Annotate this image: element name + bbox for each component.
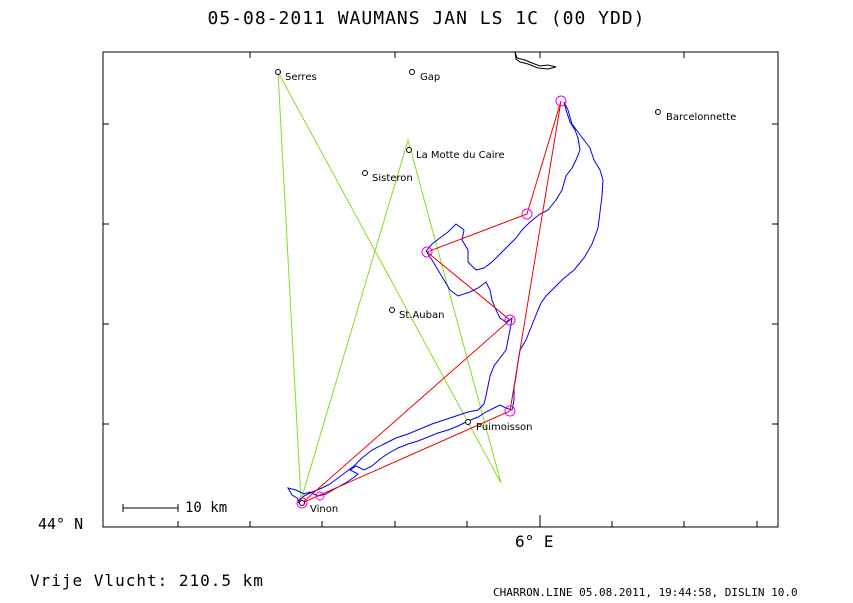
town-label-puimoisson: Puimoisson bbox=[476, 422, 532, 433]
town-label-serres: Serres bbox=[285, 72, 317, 83]
town-markers bbox=[275, 69, 661, 506]
turnpoint-circle bbox=[421, 246, 433, 258]
free-flight-distance: Vrije Vlucht: 210.5 km bbox=[30, 571, 264, 590]
town-label-st-auban: St.Auban bbox=[399, 310, 444, 321]
flight-track bbox=[286, 101, 604, 504]
turnpoints bbox=[296, 95, 567, 509]
lat-ticks bbox=[103, 123, 778, 425]
turnpoint-circle bbox=[315, 491, 325, 501]
town-marker-la-motte-du-caire bbox=[406, 147, 412, 153]
footer-info: CHARRON.LINE 05.08.2011, 19:44:58, DISLI… bbox=[493, 586, 798, 599]
longitude-label: 6° E bbox=[515, 532, 554, 551]
town-label-la-motte-du-caire: La Motte du Caire bbox=[416, 150, 505, 161]
task-route bbox=[301, 100, 562, 504]
lon-ticks bbox=[177, 52, 758, 527]
town-marker-vinon bbox=[299, 500, 305, 506]
scale-bar bbox=[122, 504, 179, 512]
map-frame bbox=[102, 51, 779, 528]
town-label-vinon: Vinon bbox=[310, 504, 338, 515]
town-marker-serres bbox=[275, 69, 281, 75]
town-marker-sisteron bbox=[362, 170, 368, 176]
page-title: 05-08-2011 WAUMANS JAN LS 1C (00 YDD) bbox=[207, 8, 646, 29]
latitude-label: 44° N bbox=[38, 515, 84, 533]
town-label-gap: Gap bbox=[420, 72, 440, 83]
turnpoint-circle bbox=[521, 208, 533, 220]
declared-route bbox=[277, 71, 502, 501]
turnpoint-circle bbox=[296, 497, 308, 509]
town-label-sisteron: Sisteron bbox=[372, 173, 413, 184]
turnpoint-circle bbox=[504, 405, 516, 417]
scale-bar-label: 10 km bbox=[185, 500, 228, 516]
town-marker-barcelonnette bbox=[655, 109, 661, 115]
turnpoint-circle bbox=[504, 314, 516, 326]
town-label-barcelonnette: Barcelonnette bbox=[666, 112, 736, 123]
lake-outline bbox=[514, 51, 557, 70]
town-marker-gap bbox=[409, 69, 415, 75]
turnpoint-circle bbox=[555, 95, 567, 107]
town-marker-puimoisson bbox=[465, 419, 471, 425]
town-marker-st-auban bbox=[389, 307, 395, 313]
